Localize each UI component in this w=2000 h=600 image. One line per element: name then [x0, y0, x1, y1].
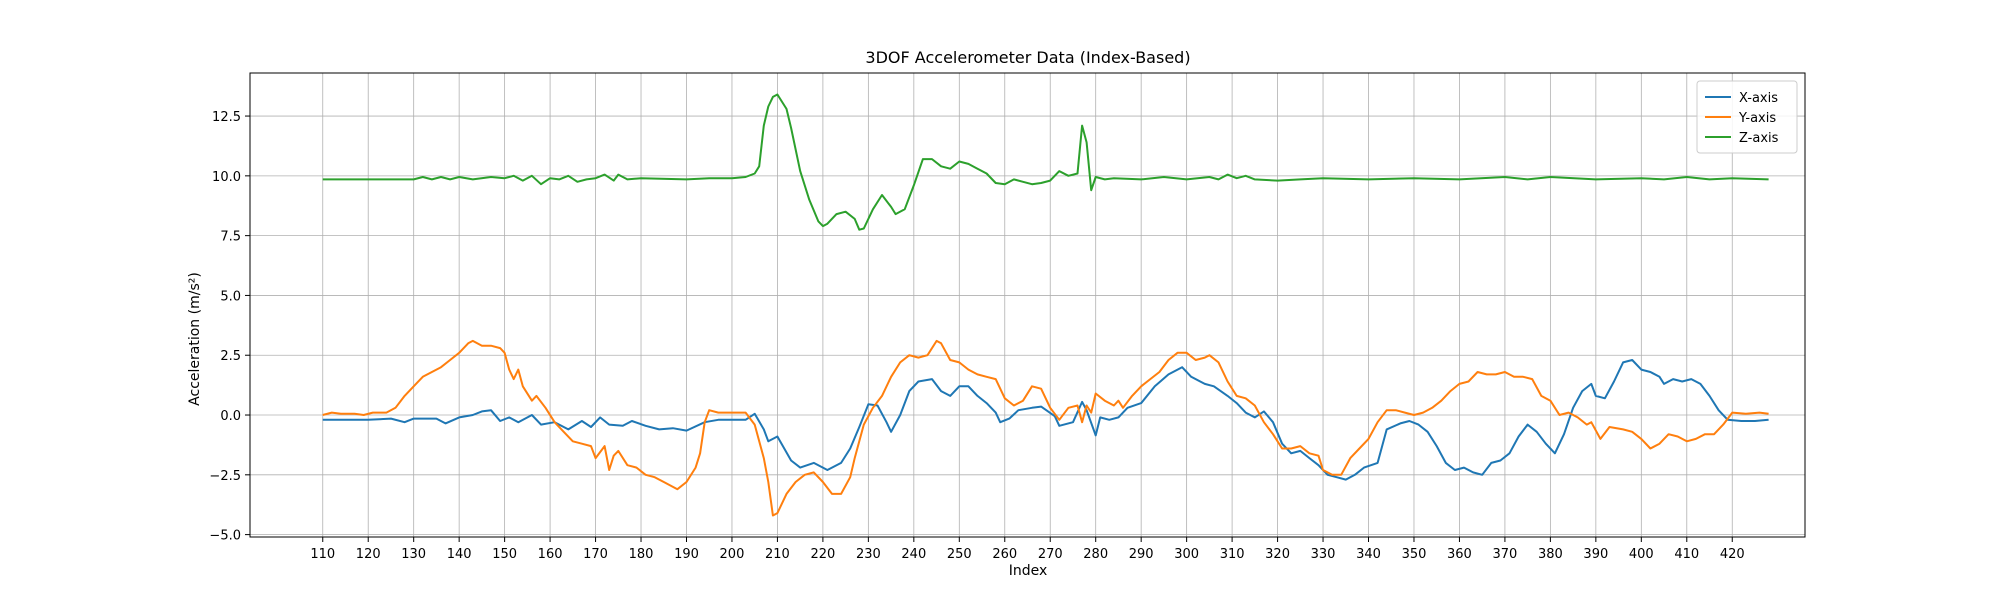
- x-tick-label: 180: [629, 547, 654, 562]
- x-tick-label: 220: [810, 547, 835, 562]
- chart-title: 3DOF Accelerometer Data (Index-Based): [865, 48, 1190, 67]
- x-axis-ticks: 110 120 130 140 150 160 170 180 190 200 210 220 230 2…: [310, 537, 1745, 562]
- x-tick-label: 380: [1538, 547, 1563, 562]
- y-tick-label: −5.0: [209, 529, 241, 544]
- x-tick-label: 280: [1083, 547, 1108, 562]
- plot-frame: [249, 72, 1806, 538]
- x-tick-label: 400: [1629, 547, 1654, 562]
- x-tick-label: 130: [401, 547, 426, 562]
- x-tick-label: 340: [1356, 547, 1381, 562]
- x-tick-label: 360: [1447, 547, 1472, 562]
- x-tick-label: 250: [947, 547, 972, 562]
- y-tick-label: 0.0: [220, 409, 241, 424]
- y-tick-label: 10.0: [212, 170, 241, 185]
- x-tick-label: 210: [765, 547, 790, 562]
- legend: X-axis Y-axis Z-axis: [1696, 80, 1798, 154]
- x-tick-label: 160: [538, 547, 563, 562]
- x-tick-label: 420: [1720, 547, 1745, 562]
- legend-box: [1696, 80, 1798, 154]
- x-tick-label: 390: [1583, 547, 1608, 562]
- y-tick-label: 2.5: [220, 349, 241, 364]
- x-tick-label: 140: [447, 547, 472, 562]
- x-tick-label: 110: [310, 547, 335, 562]
- y-tick-label: 12.5: [212, 110, 241, 125]
- x-tick-label: 350: [1402, 547, 1427, 562]
- series-layer: [322, 93, 1769, 517]
- legend-entry: Z-axis: [1739, 131, 1779, 146]
- x-tick-label: 270: [1038, 547, 1063, 562]
- series-line-x-axis: [322, 359, 1769, 481]
- grid-lines: [250, 73, 1805, 537]
- x-tick-label: 300: [1174, 547, 1199, 562]
- x-tick-label: 260: [992, 547, 1017, 562]
- x-tick-label: 240: [901, 547, 926, 562]
- x-tick-label: 310: [1220, 547, 1245, 562]
- x-tick-label: 150: [492, 547, 517, 562]
- x-tick-label: 290: [1129, 547, 1154, 562]
- x-tick-label: 370: [1492, 547, 1517, 562]
- y-tick-label: 5.0: [220, 289, 241, 304]
- x-tick-label: 120: [356, 547, 381, 562]
- y-axis-label: Acceleration (m/s²): [187, 272, 203, 406]
- y-tick-label: −2.5: [209, 469, 241, 484]
- x-tick-label: 330: [1311, 547, 1336, 562]
- legend-entry: Y-axis: [1738, 111, 1776, 126]
- x-tick-label: 200: [720, 547, 745, 562]
- x-tick-label: 230: [856, 547, 881, 562]
- y-tick-label: 7.5: [220, 230, 241, 245]
- series-line-z-axis: [322, 93, 1769, 231]
- x-tick-label: 320: [1265, 547, 1290, 562]
- x-tick-label: 170: [583, 547, 608, 562]
- x-tick-label: 410: [1674, 547, 1699, 562]
- legend-entry: X-axis: [1739, 91, 1778, 106]
- y-axis-ticks: −5.0 −2.5 0.0 2.5 5.0 7.5 10.0 12.5: [209, 110, 250, 544]
- x-axis-label: Index: [1009, 563, 1048, 579]
- series-line-y-axis: [322, 339, 1769, 517]
- x-tick-label: 190: [674, 547, 699, 562]
